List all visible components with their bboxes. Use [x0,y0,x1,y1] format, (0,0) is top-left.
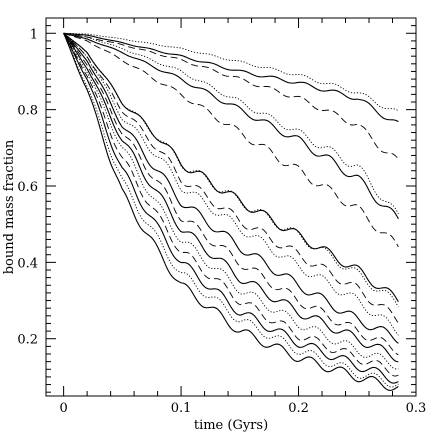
series-line-17-dotted [63,33,399,388]
y-tick-label: 1 [30,27,38,42]
y-tick-label: 0.8 [17,104,38,119]
plot-frame [45,17,417,397]
series-line-16-solid [63,33,399,384]
x-axis-title: time (Gyrs) [194,418,268,433]
series-line-12-dashed [63,32,399,356]
series-line-7-solid [63,32,399,303]
x-tick-label: 0.1 [171,401,192,416]
series-line-6-dashed [63,32,399,248]
series-line-13-solid [63,32,399,363]
series-line-9-dashed [63,32,399,324]
series-line-14-dotted [63,33,399,370]
y-tick-label: 0.4 [17,256,38,271]
series-line-3-dashed [63,32,399,160]
series-line-8-dotted [63,32,399,308]
y-tick-label: 0.2 [17,333,38,348]
series-line-11-solid [63,32,399,344]
y-axis-title: bound mass fraction [2,139,17,274]
x-tick-label: 0.2 [288,401,309,416]
series-layer [63,32,399,391]
ticks-layer: 0 0.1 0.2 0.3 0.2 0.4 0.6 0.8 1 [17,18,426,416]
series-line-15-dashed [63,33,399,377]
series-line-10-dotted [63,32,399,336]
x-tick-label: 0.3 [406,401,427,416]
series-line-5-solid [63,32,399,220]
series-line-4-dotted [63,32,399,215]
x-tick-label: 0 [59,401,67,416]
y-tick-label: 0.6 [17,180,38,195]
series-line-18-solid [63,33,399,391]
series-line-1-solid [63,32,399,123]
